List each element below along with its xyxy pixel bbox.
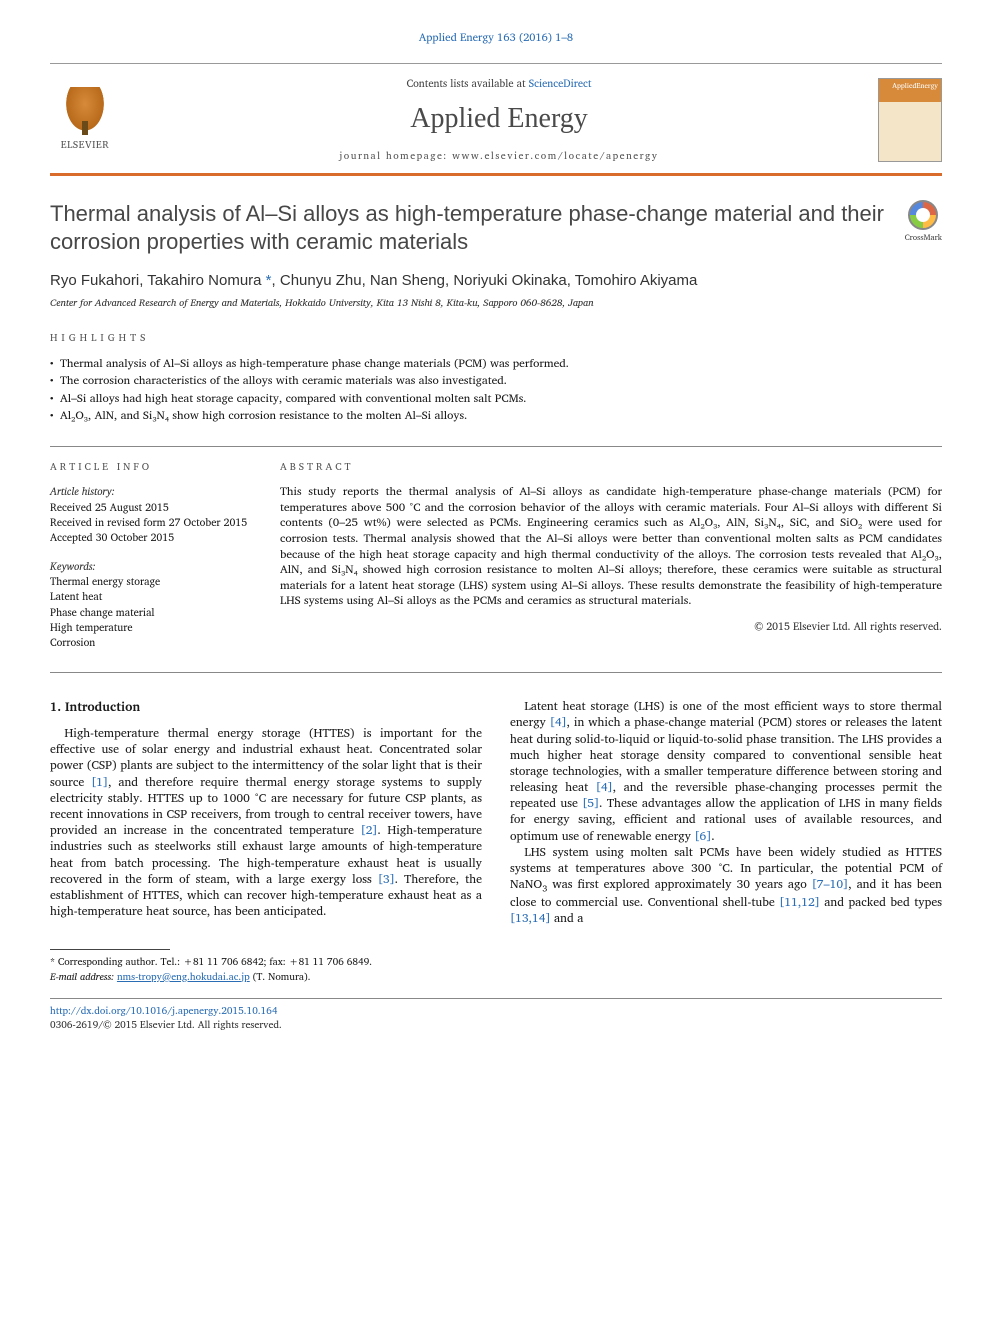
- highlights-list: Thermal analysis of Al–Si alloys as high…: [50, 356, 942, 424]
- journal-header: ELSEVIER Contents lists available at Sci…: [50, 63, 942, 176]
- body-paragraph: LHS system using molten salt PCMs have b…: [510, 845, 942, 927]
- contents-line: Contents lists available at ScienceDirec…: [120, 76, 878, 90]
- abstract-copyright: © 2015 Elsevier Ltd. All rights reserved…: [280, 619, 942, 633]
- author: Tomohiro Akiyama: [575, 272, 698, 289]
- body-paragraph: High-temperature thermal energy storage …: [50, 726, 482, 920]
- keyword: High temperature: [50, 620, 250, 634]
- citation-ref[interactable]: [11,12]: [779, 893, 820, 912]
- homepage-line: journal homepage: www.elsevier.com/locat…: [120, 150, 878, 164]
- section-heading: 1. Introduction: [50, 699, 482, 716]
- article-title: Thermal analysis of Al–Si alloys as high…: [50, 200, 885, 256]
- history-item: Received in revised form 27 October 2015: [50, 515, 250, 529]
- email-link[interactable]: nms-tropy@eng.hokudai.ac.jp: [117, 969, 250, 985]
- crossmark-label: CrossMark: [905, 232, 942, 243]
- author: Ryo Fukahori: [50, 272, 139, 289]
- elsevier-tree-icon: [63, 87, 107, 135]
- abstract-label: ABSTRACT: [280, 461, 942, 475]
- email-row: E-mail address: nms-tropy@eng.hokudai.ac…: [50, 971, 942, 985]
- keywords-label: Keywords:: [50, 559, 250, 573]
- body-columns: 1. Introduction High-temperature thermal…: [50, 699, 942, 927]
- history-item: Accepted 30 October 2015: [50, 530, 250, 544]
- highlight-item: The corrosion characteristics of the all…: [50, 373, 942, 389]
- citation-ref[interactable]: [2]: [361, 821, 378, 840]
- section-number: 1.: [50, 697, 61, 717]
- author-corresponding: Takahiro Nomura: [147, 272, 261, 289]
- sciencedirect-link[interactable]: ScienceDirect: [529, 74, 592, 92]
- corresponding-author-note: * Corresponding author. Tel.: +81 11 706…: [50, 956, 942, 970]
- citation-ref[interactable]: [7–10]: [812, 875, 848, 894]
- publisher-name: ELSEVIER: [61, 139, 109, 153]
- body-paragraph: Latent heat storage (LHS) is one of the …: [510, 699, 942, 845]
- footnotes: * Corresponding author. Tel.: +81 11 706…: [50, 956, 942, 984]
- author: Chunyu Zhu: [280, 272, 362, 289]
- highlights-label: HIGHLIGHTS: [50, 332, 942, 346]
- keyword: Thermal energy storage: [50, 574, 250, 588]
- citation-ref[interactable]: [4]: [596, 778, 613, 797]
- crossmark-icon: [908, 200, 938, 230]
- authors: Ryo Fukahori, Takahiro Nomura *, Chunyu …: [50, 271, 942, 291]
- divider: [50, 672, 942, 673]
- keyword: Latent heat: [50, 589, 250, 603]
- info-abstract-row: ARTICLE INFO Article history: Received 2…: [50, 446, 942, 650]
- email-person: (T. Nomura).: [253, 969, 311, 985]
- abstract: ABSTRACT This study reports the thermal …: [280, 461, 942, 650]
- highlight-item: Al₂O₃, AlN, and Si₃N₄ show high corrosio…: [50, 408, 942, 424]
- abstract-text: This study reports the thermal analysis …: [280, 484, 942, 608]
- title-row: Thermal analysis of Al–Si alloys as high…: [50, 200, 942, 256]
- citation-ref[interactable]: [1]: [91, 773, 108, 792]
- history-item: Received 25 August 2015: [50, 500, 250, 514]
- footnote-separator: [50, 949, 170, 950]
- highlight-item: Thermal analysis of Al–Si alloys as high…: [50, 356, 942, 372]
- email-label: E-mail address:: [50, 969, 114, 985]
- footer: http://dx.doi.org/10.1016/j.apenergy.201…: [50, 998, 942, 1032]
- affiliation: Center for Advanced Research of Energy a…: [50, 297, 942, 311]
- citation-ref[interactable]: [13,14]: [510, 909, 551, 928]
- journal-cover-thumb: AppliedEnergy: [878, 78, 942, 162]
- crossmark-badge[interactable]: CrossMark: [905, 200, 942, 243]
- citation: Applied Energy 163 (2016) 1–8: [50, 30, 942, 45]
- contents-prefix: Contents lists available at: [407, 74, 529, 92]
- header-center: Contents lists available at ScienceDirec…: [120, 76, 878, 163]
- homepage-prefix: journal homepage:: [339, 148, 452, 164]
- history-label: Article history:: [50, 484, 250, 498]
- author: Nan Sheng: [370, 272, 445, 289]
- issn-line: 0306-2619/© 2015 Elsevier Ltd. All right…: [50, 1017, 282, 1033]
- author: Noriyuki Okinaka: [453, 272, 566, 289]
- citation-ref[interactable]: [5]: [582, 794, 599, 813]
- citation-ref[interactable]: [3]: [378, 870, 395, 889]
- article-info-label: ARTICLE INFO: [50, 461, 250, 475]
- cover-label: AppliedEnergy: [892, 82, 938, 91]
- homepage-url[interactable]: www.elsevier.com/locate/apenergy: [452, 148, 658, 164]
- article-info: ARTICLE INFO Article history: Received 2…: [50, 461, 250, 650]
- keyword: Phase change material: [50, 605, 250, 619]
- corresponding-marker: *: [266, 272, 272, 289]
- highlights-section: HIGHLIGHTS Thermal analysis of Al–Si all…: [50, 332, 942, 424]
- publisher-logo: ELSEVIER: [50, 80, 120, 160]
- section-title: Introduction: [65, 697, 140, 717]
- keyword: Corrosion: [50, 635, 250, 649]
- journal-name: Applied Energy: [120, 100, 878, 138]
- citation-ref[interactable]: [4]: [550, 713, 567, 732]
- highlight-item: Al–Si alloys had high heat storage capac…: [50, 391, 942, 407]
